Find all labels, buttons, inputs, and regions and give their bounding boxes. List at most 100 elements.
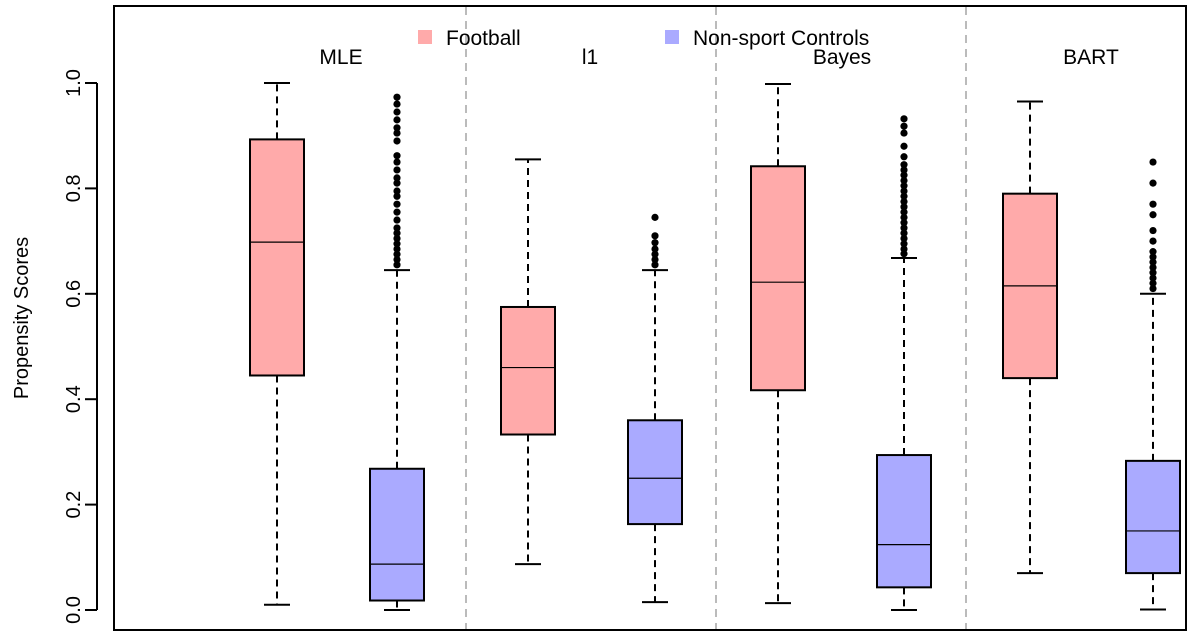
panel-label: BART bbox=[1063, 46, 1119, 69]
outlier-point bbox=[900, 187, 908, 195]
outlier-point bbox=[393, 245, 401, 253]
outlier-point bbox=[651, 232, 659, 240]
legend-swatch bbox=[418, 30, 432, 44]
outlier-point bbox=[651, 245, 659, 253]
outlier-point bbox=[651, 213, 659, 221]
outlier-point bbox=[393, 229, 401, 237]
plot-frame bbox=[113, 5, 1187, 631]
y-tick-label: 0.8 bbox=[63, 174, 85, 202]
outlier-point bbox=[651, 250, 659, 258]
outlier-point bbox=[900, 197, 908, 206]
outlier-point bbox=[900, 142, 908, 150]
box-controls bbox=[627, 213, 683, 604]
outlier-point bbox=[900, 224, 908, 232]
box-football bbox=[750, 83, 806, 605]
panel-dividers bbox=[465, 7, 967, 629]
outlier-point bbox=[393, 93, 401, 101]
iqr-box bbox=[249, 138, 305, 377]
box-controls bbox=[369, 93, 425, 611]
outlier-point bbox=[1149, 274, 1157, 282]
outlier-point bbox=[393, 166, 401, 174]
outlier-point bbox=[393, 234, 401, 243]
outlier-point bbox=[1149, 248, 1157, 256]
outlier-point bbox=[900, 166, 908, 174]
outlier-point bbox=[900, 171, 908, 179]
y-tick-label: 1.0 bbox=[63, 69, 85, 97]
outlier-point bbox=[651, 261, 659, 269]
outlier-point bbox=[393, 224, 401, 232]
panel-label: l1 bbox=[582, 46, 598, 69]
outlier-point bbox=[900, 182, 908, 190]
outlier-point bbox=[393, 261, 401, 269]
outlier-point bbox=[393, 187, 401, 195]
legend-label: Football bbox=[446, 27, 521, 50]
outlier-point bbox=[1149, 226, 1157, 235]
outlier-point bbox=[900, 203, 908, 211]
outlier-point bbox=[1149, 284, 1157, 293]
outlier-point bbox=[1149, 263, 1157, 272]
y-tick-label: 0.4 bbox=[63, 385, 85, 413]
outlier-point bbox=[1149, 279, 1157, 287]
legend-swatch bbox=[665, 30, 679, 44]
outlier-point bbox=[393, 100, 401, 108]
outlier-point bbox=[900, 219, 908, 227]
outlier-point bbox=[1149, 269, 1157, 277]
iqr-box bbox=[876, 454, 932, 589]
legend: Football Non-sport Controls bbox=[418, 27, 869, 50]
outlier-point bbox=[1149, 258, 1157, 266]
panel-label: MLE bbox=[319, 46, 362, 69]
outlier-point bbox=[900, 208, 908, 216]
outlier-point bbox=[900, 153, 908, 161]
outlier-point bbox=[393, 124, 401, 132]
outlier-point bbox=[393, 108, 401, 116]
outlier-point bbox=[900, 234, 908, 243]
outlier-point bbox=[393, 137, 401, 145]
outlier-point bbox=[393, 208, 401, 216]
outlier-point bbox=[1149, 158, 1157, 166]
iqr-box bbox=[1125, 459, 1181, 575]
outlier-point bbox=[900, 192, 908, 200]
outlier-point bbox=[1149, 211, 1157, 219]
outlier-point bbox=[393, 158, 401, 166]
outlier-point bbox=[1149, 179, 1157, 187]
iqr-box bbox=[627, 419, 683, 526]
outlier-point bbox=[393, 216, 401, 224]
box-controls bbox=[1125, 158, 1181, 611]
panel-bart: BART bbox=[1002, 46, 1181, 611]
outlier-point bbox=[393, 192, 401, 200]
panel-l1: l1 bbox=[500, 46, 683, 604]
box-football bbox=[1002, 100, 1058, 575]
panel-bayes: Bayes bbox=[750, 46, 932, 611]
outlier-point bbox=[393, 200, 401, 208]
y-axis-title: Propensity Scores bbox=[11, 237, 33, 399]
legend-label: Non-sport Controls bbox=[693, 27, 869, 50]
outlier-point bbox=[900, 122, 908, 130]
outlier-point bbox=[651, 239, 659, 247]
outlier-point bbox=[1149, 253, 1157, 261]
box-football bbox=[500, 158, 556, 566]
outlier-point bbox=[900, 229, 908, 237]
legend-entry: Football bbox=[418, 27, 521, 50]
outlier-point bbox=[900, 115, 908, 123]
iqr-box bbox=[500, 305, 556, 436]
iqr-box bbox=[750, 165, 806, 392]
outlier-point bbox=[900, 240, 908, 248]
outlier-point bbox=[393, 174, 401, 182]
iqr-box bbox=[369, 467, 425, 602]
outlier-point bbox=[900, 176, 908, 185]
outlier-point bbox=[393, 129, 401, 137]
outlier-point bbox=[393, 179, 401, 187]
outlier-point bbox=[393, 152, 401, 160]
panel-mle: MLE bbox=[249, 46, 425, 611]
y-tick-label: 0.6 bbox=[63, 280, 85, 308]
legend-entry: Non-sport Controls bbox=[665, 27, 869, 50]
panel-label: Bayes bbox=[813, 46, 871, 69]
outlier-point bbox=[393, 116, 401, 124]
outlier-point bbox=[900, 245, 908, 253]
outlier-point bbox=[900, 129, 908, 137]
panels: MLE l1 Bayes BART bbox=[249, 46, 1181, 611]
outlier-point bbox=[393, 250, 401, 258]
box-controls bbox=[876, 115, 932, 611]
outlier-point bbox=[393, 240, 401, 248]
